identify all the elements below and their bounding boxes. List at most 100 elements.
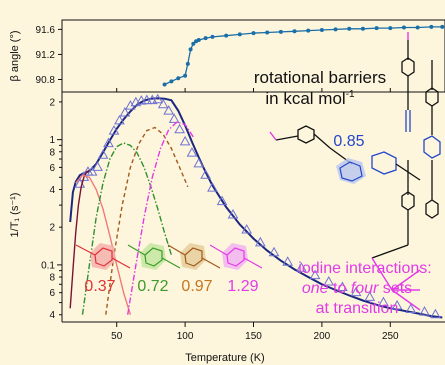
beta-angle-point xyxy=(374,26,379,31)
beta-angle-point xyxy=(176,76,181,81)
top-y-tick-label: 91.2 xyxy=(36,50,56,61)
rotational-barriers-unit: in kcal mol-1 xyxy=(265,89,355,108)
data-layer xyxy=(69,24,445,319)
iodine-line-1: iodine interactions: xyxy=(298,260,431,277)
relaxation-data-point xyxy=(174,123,185,134)
component-line-5 xyxy=(105,126,189,315)
beta-angle-point xyxy=(401,25,406,30)
beta-angle-point xyxy=(203,36,208,41)
x-tick-label: 200 xyxy=(314,331,331,342)
component-line-3 xyxy=(75,174,132,315)
bottom-y-tick-label: 4 xyxy=(49,310,55,321)
relaxation-data-point xyxy=(364,291,376,301)
beta-angle-point xyxy=(188,47,193,52)
relaxation-data-point xyxy=(323,275,335,286)
x-tick-label: 50 xyxy=(111,331,123,342)
total-fit-line xyxy=(69,97,443,319)
relaxation-data-point xyxy=(193,157,205,168)
component-line-4 xyxy=(81,142,173,315)
relaxation-data-point xyxy=(97,149,109,159)
x-axis-title: Temperature (K) xyxy=(185,352,264,364)
relaxation-data-point xyxy=(227,209,239,219)
relaxation-data-point xyxy=(296,262,307,272)
relaxation-data-point xyxy=(337,281,348,291)
relaxation-data-point xyxy=(200,169,211,179)
relaxation-data-point xyxy=(114,114,125,125)
relaxation-data-point xyxy=(119,107,131,117)
beta-angle-line xyxy=(164,26,443,86)
component-line-2 xyxy=(69,169,90,309)
relaxation-data-point xyxy=(268,246,280,257)
bottom-y-tick-label: 6 xyxy=(49,163,55,174)
beta-angle-point xyxy=(360,26,365,31)
bottom-y-tick-label: 4 xyxy=(49,185,55,196)
brown-rotor-icon xyxy=(167,243,221,270)
beta-angle-point xyxy=(319,28,324,33)
beta-angle-point xyxy=(429,24,434,29)
beta-angle-point xyxy=(183,73,188,78)
beta-angle-point xyxy=(278,29,283,34)
beta-angle-point xyxy=(210,34,215,39)
relaxation-data-point xyxy=(163,105,175,115)
beta-angle-point xyxy=(440,24,445,29)
relaxation-data-point xyxy=(378,296,389,307)
relaxation-data-point xyxy=(168,113,180,123)
bottom-y-tick-label: 1 xyxy=(49,135,55,146)
relaxation-data-point xyxy=(405,303,417,314)
pink-rotor-icon xyxy=(209,243,263,270)
beta-angle-point xyxy=(162,82,167,87)
beta-angle-point xyxy=(169,79,174,84)
beta-angle-point xyxy=(388,26,393,31)
relaxation-data-point xyxy=(157,98,169,109)
bottom-y-tick-label: 2 xyxy=(49,223,55,234)
rotational-barriers-title: rotational barriers xyxy=(254,68,386,87)
relaxation-data-point xyxy=(350,286,362,297)
beta-angle-point xyxy=(292,29,297,34)
bottom-y-tick-label: 8 xyxy=(49,147,55,158)
relaxation-data-point xyxy=(254,236,266,247)
relaxation-data-point xyxy=(241,223,253,234)
relaxation-data-point xyxy=(92,161,103,171)
relaxation-data-point xyxy=(135,95,147,105)
x-tick-label: 150 xyxy=(245,331,262,342)
beta-angle-point xyxy=(196,38,201,43)
beta-angle-point xyxy=(237,32,242,37)
barrier-value-brown: 0.97 xyxy=(181,278,212,295)
relaxation-data-point xyxy=(309,269,321,280)
x-tick-label: 100 xyxy=(177,331,194,342)
red-rotor-icon xyxy=(75,243,131,270)
iodine-line-3: at transition xyxy=(316,300,399,317)
relaxation-data-point xyxy=(186,147,198,157)
central-rotor-icon xyxy=(336,158,366,184)
iodine-contact-lines xyxy=(269,32,421,311)
beta-angle-point xyxy=(185,61,190,66)
relaxation-data-point xyxy=(103,137,114,148)
top-y-tick-label: 91.6 xyxy=(36,25,56,36)
relaxation-data-point xyxy=(391,299,403,310)
relaxation-data-point xyxy=(141,94,153,105)
top-y-tick-label: 90.8 xyxy=(36,75,56,86)
bottom-y-axis-title: 1/T₁ (s⁻¹) xyxy=(9,193,21,238)
relaxation-data-point xyxy=(179,135,191,146)
component-line-6 xyxy=(127,121,194,315)
beta-angle-point xyxy=(265,30,270,35)
bottom-y-tick-label: 0.1 xyxy=(41,260,55,271)
beta-angle-point xyxy=(333,27,338,32)
relaxation-data-point xyxy=(86,166,98,176)
top-y-axis-title: β angle (°) xyxy=(9,30,21,81)
relaxation-data-point xyxy=(125,100,136,110)
beta-angle-point xyxy=(306,28,311,33)
relaxation-data-point xyxy=(207,182,218,192)
relaxation-data-point xyxy=(152,93,164,104)
relaxation-data-point xyxy=(282,256,294,266)
bottom-y-tick-label: 8 xyxy=(49,273,55,284)
relaxation-data-point xyxy=(216,195,228,206)
barrier-value-red: 0.37 xyxy=(84,278,115,295)
x-tick-label: 250 xyxy=(382,331,399,342)
relaxation-data-point xyxy=(108,125,120,135)
beta-angle-point xyxy=(415,25,420,30)
bottom-y-tick-label: 6 xyxy=(49,288,55,299)
